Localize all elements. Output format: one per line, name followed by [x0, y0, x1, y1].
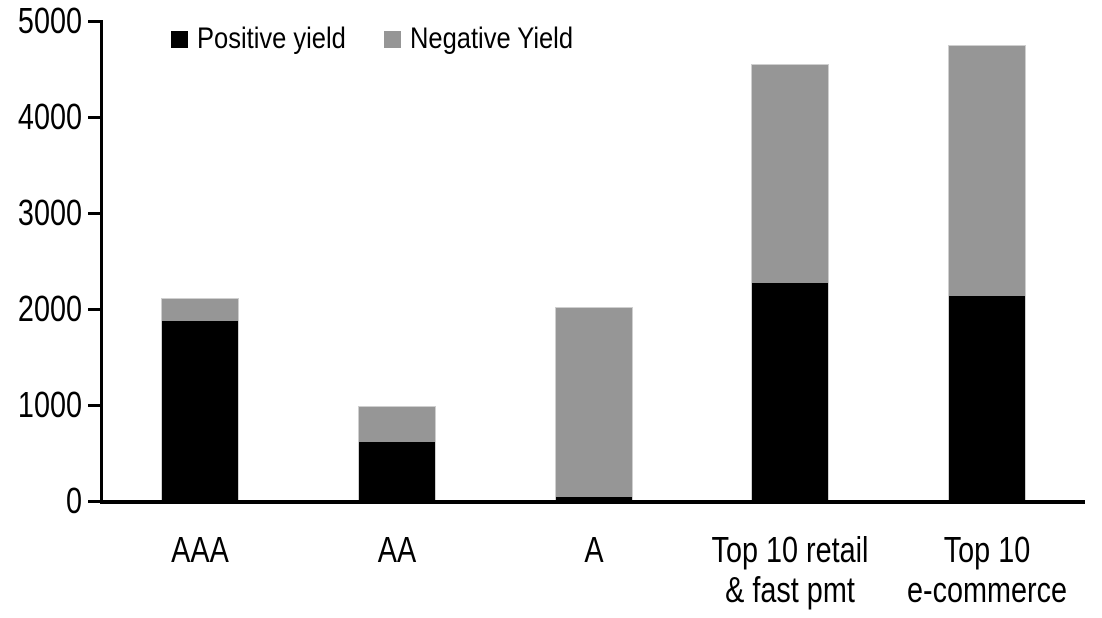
- chart-legend: Positive yield Negative Yield: [171, 22, 602, 56]
- legend-swatch-negative-icon: [384, 30, 402, 48]
- y-axis-tick: [88, 115, 101, 119]
- bar-segment-positive-yield-a: [554, 497, 633, 501]
- y-axis-tick: [88, 499, 101, 503]
- x-axis-category-label-line: Top 10 retail: [711, 529, 869, 570]
- y-axis-tick-label: 5000: [17, 0, 82, 41]
- bar-segment-positive-yield-aaa: [161, 320, 240, 501]
- y-axis-tick: [88, 307, 101, 311]
- bar-segment-positive-yield-top-10-retail-fast-pmt: [751, 283, 830, 501]
- bar-segment-positive-yield-aa: [357, 442, 436, 501]
- legend-item-positive-yield: Positive yield: [171, 22, 372, 56]
- y-axis-tick-label: 3000: [17, 192, 82, 233]
- bar-segment-negative-yield-aa: [357, 406, 436, 443]
- bar-segment-negative-yield-a: [554, 306, 633, 498]
- y-axis-line: [100, 20, 103, 504]
- x-axis-category-label: A: [490, 530, 698, 570]
- x-axis-category-label-line: A: [583, 529, 604, 570]
- legend-swatch-positive-icon: [171, 30, 188, 48]
- x-axis-category-label: Top 10 e-commerce: [883, 530, 1091, 610]
- x-axis-category-label-line: AA: [377, 529, 417, 570]
- x-axis-line: [100, 500, 1085, 504]
- x-axis-category-label-line: & fast pmt: [725, 569, 855, 610]
- y-axis-tick-label: 2000: [17, 288, 82, 329]
- bar-segment-negative-yield-aaa: [161, 297, 240, 321]
- y-axis-tick-label: 4000: [17, 96, 82, 137]
- y-axis-tick-label: 1000: [17, 384, 82, 425]
- y-axis-tick: [88, 211, 101, 215]
- x-axis-category-label: Top 10 retail & fast pmt: [686, 530, 894, 610]
- x-axis-category-label-line: Top 10: [943, 529, 1030, 570]
- legend-item-negative-yield: Negative Yield: [384, 22, 602, 56]
- x-axis-category-label-line: e-commerce: [906, 569, 1067, 610]
- legend-label-negative: Negative Yield: [410, 22, 574, 55]
- x-axis-category-label: AA: [293, 530, 501, 570]
- y-axis-tick: [88, 19, 101, 23]
- x-axis-category-label: AAA: [96, 530, 304, 570]
- bar-segment-positive-yield-top-10-e-commerce: [947, 295, 1026, 501]
- y-axis-tick-label: 0: [65, 480, 82, 521]
- x-axis-category-label-line: AAA: [171, 529, 230, 570]
- bar-segment-negative-yield-top-10-e-commerce: [947, 45, 1026, 296]
- legend-label-positive: Positive yield: [197, 22, 346, 55]
- bar-segment-negative-yield-top-10-retail-fast-pmt: [751, 64, 830, 284]
- y-axis-tick: [88, 403, 101, 407]
